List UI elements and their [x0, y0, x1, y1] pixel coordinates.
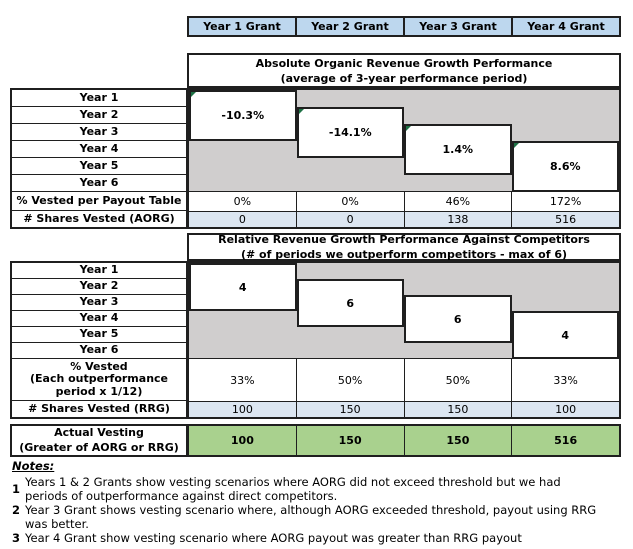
rrg-performance-cell-grant-2[interactable]: 6 — [296, 279, 404, 327]
rrg-pct-cell[interactable]: 50% — [403, 359, 512, 401]
rrg-shares-vested-row: 100 150 150 100 — [189, 401, 619, 417]
rrg-grant-area: 4 6 6 4 33% 50% 50% 33% 100 150 150 100 — [187, 261, 621, 419]
rrg-performance-value: 4 — [561, 328, 570, 342]
note-text: Year 3 Grant shows vesting scenario wher… — [25, 503, 597, 531]
aorg-shares-vested-label[interactable]: # Shares Vested (AORG) — [23, 211, 175, 225]
rrg-performance-value: 4 — [238, 280, 247, 294]
rrg-pct-cell[interactable]: 33% — [511, 359, 619, 401]
aorg-label-year-6[interactable]: Year 6 — [12, 175, 186, 192]
rrg-performance-cell-grant-1[interactable]: 4 — [189, 263, 297, 311]
rrg-shares-cell[interactable]: 100 — [231, 403, 253, 416]
rrg-pct-cell[interactable]: 33% — [230, 373, 255, 387]
grant-header-year-3[interactable]: Year 3 Grant — [403, 18, 511, 35]
grant-header-row: Year 1 Grant Year 2 Grant Year 3 Grant Y… — [187, 16, 621, 37]
actual-vesting-label[interactable]: Actual Vesting (Greater of AORG or RRG) — [10, 424, 188, 457]
rrg-label-year-3[interactable]: Year 3 — [12, 295, 186, 311]
actual-vesting-cell[interactable]: 100 — [189, 426, 296, 455]
aorg-performance-cell-grant-1[interactable]: -10.3% — [189, 90, 297, 141]
aorg-pct-cell[interactable]: 0% — [295, 192, 404, 211]
rrg-pct-vested-row: 33% 50% 50% 33% — [189, 359, 619, 401]
rrg-table-title: Relative Revenue Growth Performance Agai… — [187, 233, 621, 261]
note-2: 2 Year 3 Grant shows vesting scenario wh… — [12, 503, 624, 531]
aorg-performance-value: 8.6% — [549, 160, 581, 173]
aorg-label-year-3[interactable]: Year 3 — [12, 124, 186, 141]
rrg-shares-cell[interactable]: 150 — [295, 402, 404, 417]
aorg-performance-value: 1.4% — [442, 143, 473, 156]
aorg-pct-vested-label[interactable]: % Vested per Payout Table — [12, 192, 186, 211]
aorg-shares-cell[interactable]: 0 — [295, 212, 404, 227]
aorg-pct-cell[interactable]: 46% — [403, 192, 512, 211]
aorg-shares-cell[interactable]: 0 — [238, 213, 246, 226]
grant-header-year-4[interactable]: Year 4 Grant — [511, 18, 619, 35]
rrg-label-year-5[interactable]: Year 5 — [12, 327, 186, 343]
aorg-label-year-4[interactable]: Year 4 — [12, 141, 186, 158]
actual-vesting-cell[interactable]: 150 — [295, 426, 404, 455]
rrg-pct-vested-label[interactable]: % Vested (Each outperformance period x 1… — [12, 359, 186, 401]
aorg-label-year-1[interactable]: Year 1 — [12, 90, 186, 107]
note-3: 3 Year 4 Grant show vesting scenario whe… — [12, 531, 624, 545]
rrg-performance-cell-grant-3[interactable]: 6 — [404, 295, 512, 343]
formula-indicator-icon — [406, 126, 411, 131]
rrg-shares-cell[interactable]: 100 — [511, 402, 619, 417]
formula-indicator-icon — [513, 143, 519, 148]
rrg-performance-cell-grant-4[interactable]: 4 — [511, 311, 619, 359]
note-text: Year 4 Grant show vesting scenario where… — [25, 531, 522, 545]
aorg-row-labels: Year 1 Year 2 Year 3 Year 4 Year 5 Year … — [10, 88, 188, 229]
aorg-pct-vested-row: 0% 0% 46% 172% — [189, 192, 619, 211]
rrg-pct-cell[interactable]: 50% — [295, 359, 404, 401]
grant-header-year-2[interactable]: Year 2 Grant — [295, 18, 403, 35]
note-number: 1 — [12, 482, 21, 496]
aorg-label-year-5[interactable]: Year 5 — [12, 158, 186, 175]
aorg-shares-cell[interactable]: 138 — [403, 212, 512, 227]
aorg-performance-value: -10.3% — [221, 109, 265, 122]
aorg-pct-cell[interactable]: 0% — [233, 195, 252, 208]
notes-section: Notes: 1 Years 1 & 2 Grants show vesting… — [12, 459, 624, 545]
rrg-shares-vested-label[interactable]: # Shares Vested (RRG) — [28, 401, 170, 415]
rrg-performance-value: 6 — [346, 296, 355, 310]
aorg-performance-cell-grant-3[interactable]: 1.4% — [404, 124, 512, 175]
actual-vesting-row: 100 150 150 516 — [187, 424, 621, 457]
rrg-performance-value: 6 — [453, 312, 462, 326]
aorg-shares-vested-row: 0 0 138 516 — [189, 211, 619, 227]
aorg-table-title: Absolute Organic Revenue Growth Performa… — [187, 53, 621, 88]
aorg-shares-cell[interactable]: 516 — [511, 212, 619, 227]
rrg-shares-cell[interactable]: 150 — [403, 402, 512, 417]
aorg-grant-area: -10.3% -14.1% 1.4% 8.6% 0% 0% 46% 172% 0… — [187, 88, 621, 229]
rrg-row-labels: Year 1 Year 2 Year 3 Year 4 Year 5 Year … — [10, 261, 188, 419]
actual-vesting-cell[interactable]: 516 — [511, 426, 619, 455]
formula-indicator-icon — [191, 92, 196, 97]
aorg-performance-cell-grant-4[interactable]: 8.6% — [511, 141, 619, 192]
rrg-label-year-4[interactable]: Year 4 — [12, 311, 186, 327]
note-number: 2 — [12, 503, 21, 517]
note-number: 3 — [12, 531, 21, 545]
rrg-label-year-1[interactable]: Year 1 — [12, 263, 186, 279]
aorg-performance-cell-grant-2[interactable]: -14.1% — [296, 107, 404, 158]
aorg-pct-cell[interactable]: 172% — [511, 192, 619, 211]
aorg-label-year-2[interactable]: Year 2 — [12, 107, 186, 124]
notes-title: Notes: — [12, 459, 55, 473]
grant-header-year-1[interactable]: Year 1 Grant — [189, 18, 295, 35]
formula-indicator-icon — [298, 109, 304, 114]
aorg-performance-value: -14.1% — [328, 126, 372, 139]
note-text: Years 1 & 2 Grants show vesting scenario… — [25, 475, 561, 503]
rrg-label-year-2[interactable]: Year 2 — [12, 279, 186, 295]
rrg-label-year-6[interactable]: Year 6 — [12, 343, 186, 359]
note-1: 1 Years 1 & 2 Grants show vesting scenar… — [12, 475, 624, 503]
actual-vesting-cell[interactable]: 150 — [403, 426, 512, 455]
